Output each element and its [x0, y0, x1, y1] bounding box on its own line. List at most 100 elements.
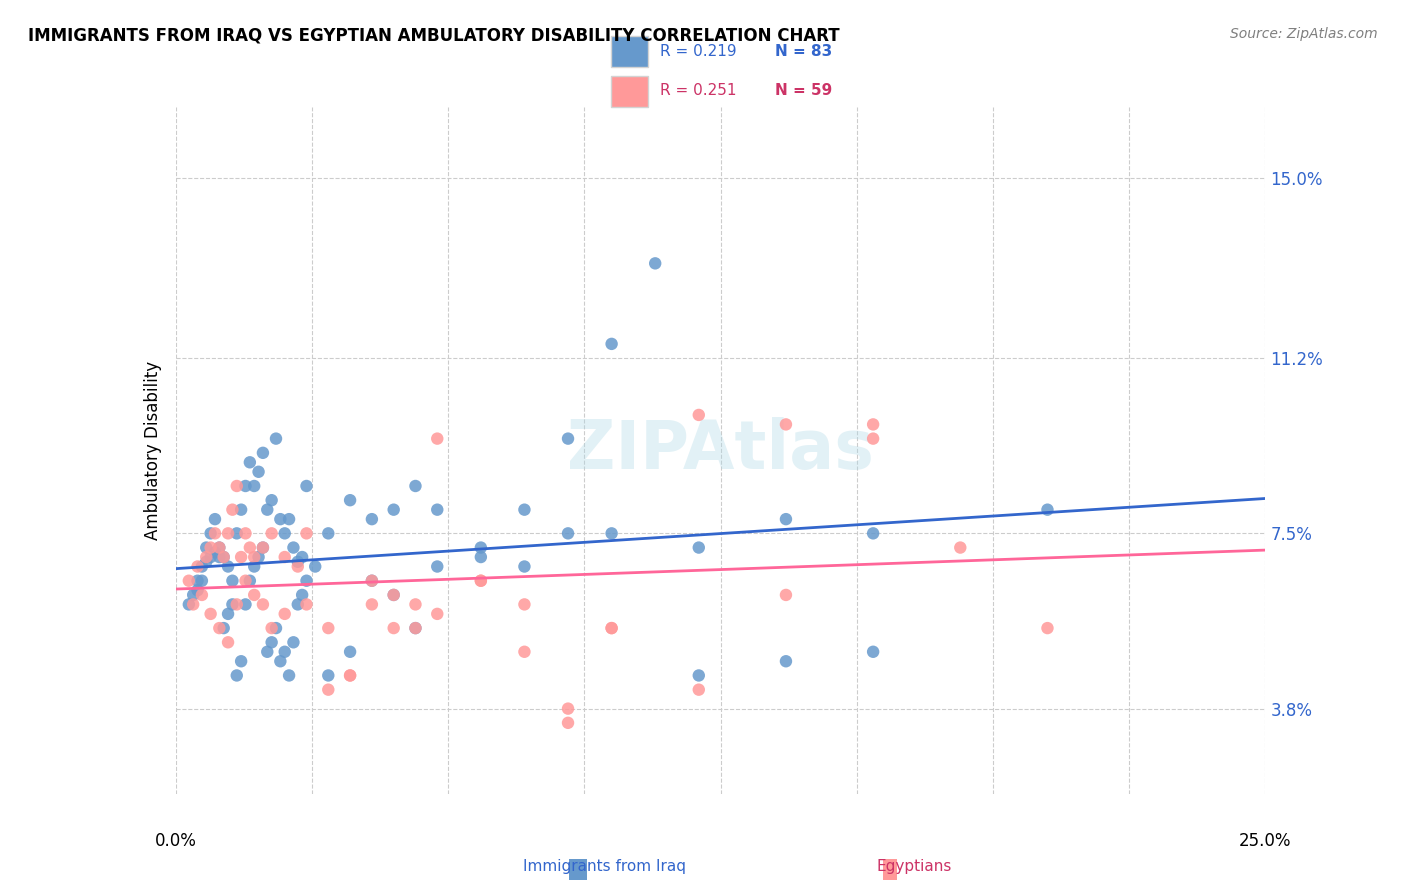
Point: [239, 541, 262, 555]
Point: [318, 621, 340, 635]
Point: [256, 502, 278, 516]
Point: [235, 526, 257, 541]
Point: [200, 526, 222, 541]
Point: [274, 607, 297, 621]
Point: [949, 541, 972, 555]
Point: [283, 635, 305, 649]
Point: [862, 417, 884, 432]
Point: [252, 541, 274, 555]
Point: [212, 549, 235, 564]
Point: [243, 549, 266, 564]
Point: [557, 715, 579, 730]
Point: [256, 645, 278, 659]
Text: N = 59: N = 59: [775, 84, 832, 98]
Point: [204, 526, 226, 541]
Point: [177, 598, 200, 612]
Point: [208, 541, 231, 555]
Point: [264, 432, 287, 446]
Point: [212, 621, 235, 635]
Point: [405, 621, 427, 635]
Point: [252, 598, 274, 612]
Point: [191, 559, 214, 574]
Point: [775, 512, 797, 526]
Point: [295, 598, 318, 612]
Point: [260, 635, 283, 649]
Point: [225, 479, 247, 493]
Text: IMMIGRANTS FROM IRAQ VS EGYPTIAN AMBULATORY DISABILITY CORRELATION CHART: IMMIGRANTS FROM IRAQ VS EGYPTIAN AMBULAT…: [28, 27, 839, 45]
Point: [247, 549, 270, 564]
Point: [291, 588, 314, 602]
Point: [600, 621, 623, 635]
Text: R = 0.219: R = 0.219: [661, 45, 737, 59]
Point: [264, 621, 287, 635]
Point: [278, 512, 301, 526]
Point: [775, 417, 797, 432]
Point: [208, 549, 231, 564]
Point: [557, 701, 579, 715]
Point: [862, 645, 884, 659]
Point: [557, 526, 579, 541]
Point: [252, 541, 274, 555]
Point: [217, 607, 239, 621]
Point: [318, 682, 340, 697]
Text: ZIPAtlas: ZIPAtlas: [567, 417, 875, 483]
Point: [688, 541, 710, 555]
Point: [470, 574, 492, 588]
Point: [1036, 502, 1059, 516]
Point: [426, 432, 449, 446]
Y-axis label: Ambulatory Disability: Ambulatory Disability: [143, 361, 162, 540]
Point: [361, 574, 384, 588]
Point: [181, 588, 204, 602]
Point: [247, 465, 270, 479]
Point: [426, 607, 449, 621]
Point: [426, 502, 449, 516]
Point: [287, 598, 309, 612]
Point: [513, 645, 536, 659]
Point: [688, 408, 710, 422]
Point: [382, 502, 405, 516]
Point: [231, 502, 253, 516]
Point: [287, 555, 309, 569]
Text: Immigrants from Iraq: Immigrants from Iraq: [523, 859, 686, 874]
Text: 0.0%: 0.0%: [155, 831, 197, 850]
Point: [688, 668, 710, 682]
Point: [269, 654, 291, 668]
Point: [235, 574, 257, 588]
Point: [221, 502, 243, 516]
Point: [405, 598, 427, 612]
Point: [252, 446, 274, 460]
Point: [470, 549, 492, 564]
Point: [775, 588, 797, 602]
Text: R = 0.251: R = 0.251: [661, 84, 737, 98]
Text: N = 83: N = 83: [775, 45, 832, 59]
Point: [361, 512, 384, 526]
Point: [260, 621, 283, 635]
Point: [361, 574, 384, 588]
Point: [200, 549, 222, 564]
Point: [191, 574, 214, 588]
Point: [339, 493, 361, 508]
Point: [361, 598, 384, 612]
Point: [304, 559, 326, 574]
Point: [243, 588, 266, 602]
Point: [195, 541, 218, 555]
Point: [195, 555, 218, 569]
Point: [208, 541, 231, 555]
Point: [269, 512, 291, 526]
Point: [688, 682, 710, 697]
Point: [382, 588, 405, 602]
Point: [382, 588, 405, 602]
Point: [204, 545, 226, 559]
Point: [195, 549, 218, 564]
Point: [513, 502, 536, 516]
FancyBboxPatch shape: [610, 76, 648, 107]
Point: [208, 621, 231, 635]
Point: [339, 645, 361, 659]
Point: [513, 559, 536, 574]
Point: [274, 645, 297, 659]
Point: [235, 479, 257, 493]
Point: [644, 256, 666, 270]
FancyBboxPatch shape: [610, 36, 648, 67]
Point: [177, 574, 200, 588]
Point: [260, 526, 283, 541]
